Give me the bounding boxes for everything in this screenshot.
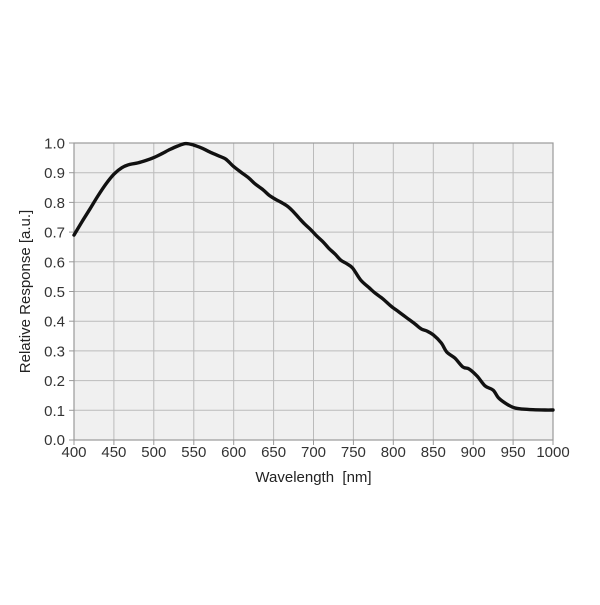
svg-text:950: 950 xyxy=(501,444,526,461)
svg-text:0.0: 0.0 xyxy=(44,432,65,449)
svg-text:0.7: 0.7 xyxy=(44,225,65,242)
svg-text:650: 650 xyxy=(261,444,286,461)
svg-text:0.9: 0.9 xyxy=(44,165,65,182)
svg-text:1.0: 1.0 xyxy=(44,136,65,153)
svg-text:400: 400 xyxy=(61,444,86,461)
svg-text:750: 750 xyxy=(341,444,366,461)
svg-text:Wavelength [nm]: Wavelength [nm] xyxy=(255,469,371,486)
svg-text:550: 550 xyxy=(181,444,206,461)
svg-text:0.3: 0.3 xyxy=(44,343,65,360)
svg-text:0.6: 0.6 xyxy=(44,254,65,271)
svg-text:1000: 1000 xyxy=(536,444,569,461)
svg-text:0.2: 0.2 xyxy=(44,373,65,390)
svg-text:0.1: 0.1 xyxy=(44,403,65,420)
svg-text:900: 900 xyxy=(461,444,486,461)
svg-text:0.4: 0.4 xyxy=(44,314,65,331)
svg-text:850: 850 xyxy=(421,444,446,461)
svg-text:450: 450 xyxy=(101,444,126,461)
svg-text:0.5: 0.5 xyxy=(44,284,65,301)
svg-text:Relative Response [a.u.]: Relative Response [a.u.] xyxy=(17,210,34,373)
svg-text:500: 500 xyxy=(141,444,166,461)
svg-text:0.8: 0.8 xyxy=(44,195,65,212)
svg-text:600: 600 xyxy=(221,444,246,461)
svg-text:700: 700 xyxy=(301,444,326,461)
svg-text:800: 800 xyxy=(381,444,406,461)
